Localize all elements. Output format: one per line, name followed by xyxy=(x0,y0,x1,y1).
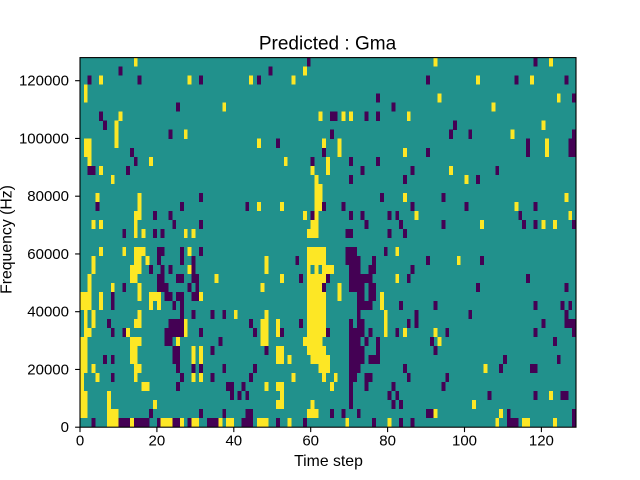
svg-text:Frequency (Hz): Frequency (Hz) xyxy=(0,185,16,294)
svg-text:60: 60 xyxy=(302,433,319,450)
svg-text:120000: 120000 xyxy=(19,73,69,90)
svg-text:80: 80 xyxy=(379,433,396,450)
svg-text:40000: 40000 xyxy=(27,304,69,321)
svg-text:100: 100 xyxy=(452,433,477,450)
svg-text:Predicted : Gma: Predicted : Gma xyxy=(259,34,397,55)
svg-text:60000: 60000 xyxy=(27,246,69,263)
svg-text:0: 0 xyxy=(76,433,84,450)
svg-text:100000: 100000 xyxy=(19,130,69,147)
svg-text:40: 40 xyxy=(225,433,242,450)
svg-text:20000: 20000 xyxy=(27,361,69,378)
svg-text:Time step: Time step xyxy=(294,453,363,470)
svg-text:80000: 80000 xyxy=(27,188,69,205)
svg-text:20: 20 xyxy=(149,433,166,450)
svg-text:120: 120 xyxy=(529,433,554,450)
svg-text:0: 0 xyxy=(61,419,69,436)
